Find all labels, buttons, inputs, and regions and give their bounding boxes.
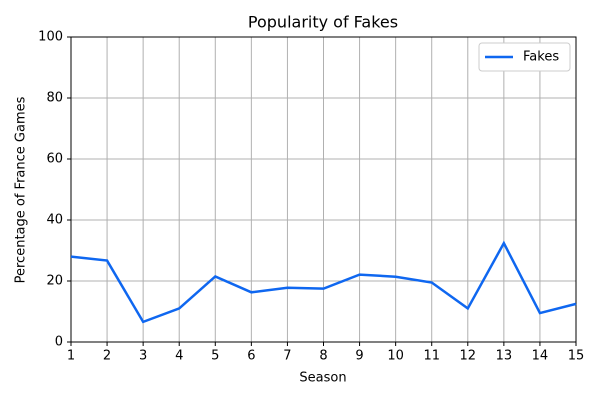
- x-tick-label: 8: [319, 349, 327, 364]
- y-tick-label: 80: [46, 91, 63, 106]
- x-tick-label: 4: [175, 349, 183, 364]
- y-tick-label: 100: [38, 30, 63, 45]
- x-tick-label: 9: [355, 349, 363, 364]
- y-tick-label: 60: [46, 152, 63, 167]
- y-axis-label: Percentage of France Games: [14, 96, 29, 283]
- data-line: [70, 240, 577, 324]
- y-tick-label: 40: [46, 213, 63, 228]
- chart-title: Popularity of Fakes: [248, 13, 398, 32]
- x-tick-label: 2: [103, 349, 111, 364]
- x-axis-label: Season: [299, 371, 346, 386]
- x-tick-label: 14: [532, 349, 549, 364]
- x-tick-label: 3: [139, 349, 147, 364]
- x-tick-label: 15: [568, 349, 585, 364]
- y-tick-label: 0: [55, 335, 63, 350]
- x-tick-label: 10: [387, 349, 404, 364]
- x-tick-label: 12: [460, 349, 477, 364]
- x-tick-label: 1: [67, 349, 75, 364]
- x-tick-label: 13: [496, 349, 513, 364]
- legend-box: [478, 42, 571, 72]
- legend-label: Fakes: [523, 50, 559, 65]
- x-tick-label: 5: [211, 349, 219, 364]
- x-tick-label: 6: [247, 349, 255, 364]
- y-tick-label: 20: [46, 274, 63, 289]
- x-tick-label: 11: [423, 349, 440, 364]
- plot-frame: [70, 36, 577, 343]
- x-tick-label: 7: [283, 349, 291, 364]
